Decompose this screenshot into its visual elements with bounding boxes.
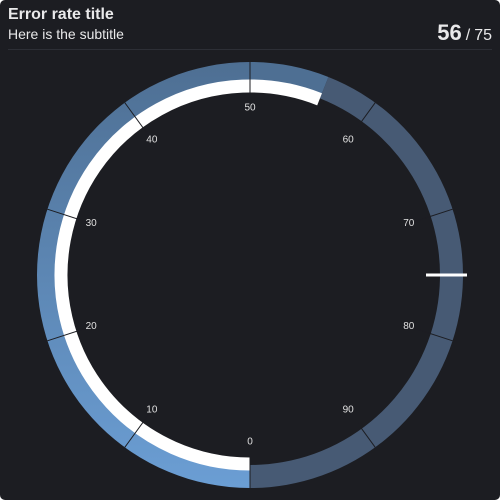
kpi-separator: / xyxy=(465,27,471,44)
gauge-tick xyxy=(124,413,150,448)
gauge-tick-label: 90 xyxy=(343,405,355,416)
gauge-tick xyxy=(413,327,453,342)
gauge-value-arc xyxy=(54,79,322,471)
gauge-tick xyxy=(413,208,453,223)
kpi-target: 75 xyxy=(474,27,492,44)
kpi-readout: 56/75 xyxy=(437,20,492,46)
gauge-tick-label: 60 xyxy=(343,135,355,146)
gauge-tick-label: 70 xyxy=(403,218,415,229)
gauge-tick-label: 30 xyxy=(86,218,98,229)
gauge-tick-label: 20 xyxy=(86,321,98,332)
gauge-tick xyxy=(47,327,87,342)
gauge-tick-label: 40 xyxy=(146,135,158,146)
header-divider xyxy=(8,49,492,50)
gauge-tick-label: 10 xyxy=(146,405,158,416)
gauge-tick-label: 0 xyxy=(247,437,253,448)
card-subtitle: Here is the subtitle xyxy=(8,26,124,42)
gauge-tick xyxy=(124,102,150,137)
gauge-tick-label: 80 xyxy=(403,321,415,332)
gauge-tick xyxy=(350,413,376,448)
gauge-band-remaining xyxy=(250,76,463,488)
card-title: Error rate title xyxy=(8,6,114,23)
kpi-value: 56 xyxy=(437,20,462,45)
gauge-tick-label: 50 xyxy=(244,103,256,114)
gauge-tick xyxy=(47,208,87,223)
gauge-tick xyxy=(350,102,376,137)
